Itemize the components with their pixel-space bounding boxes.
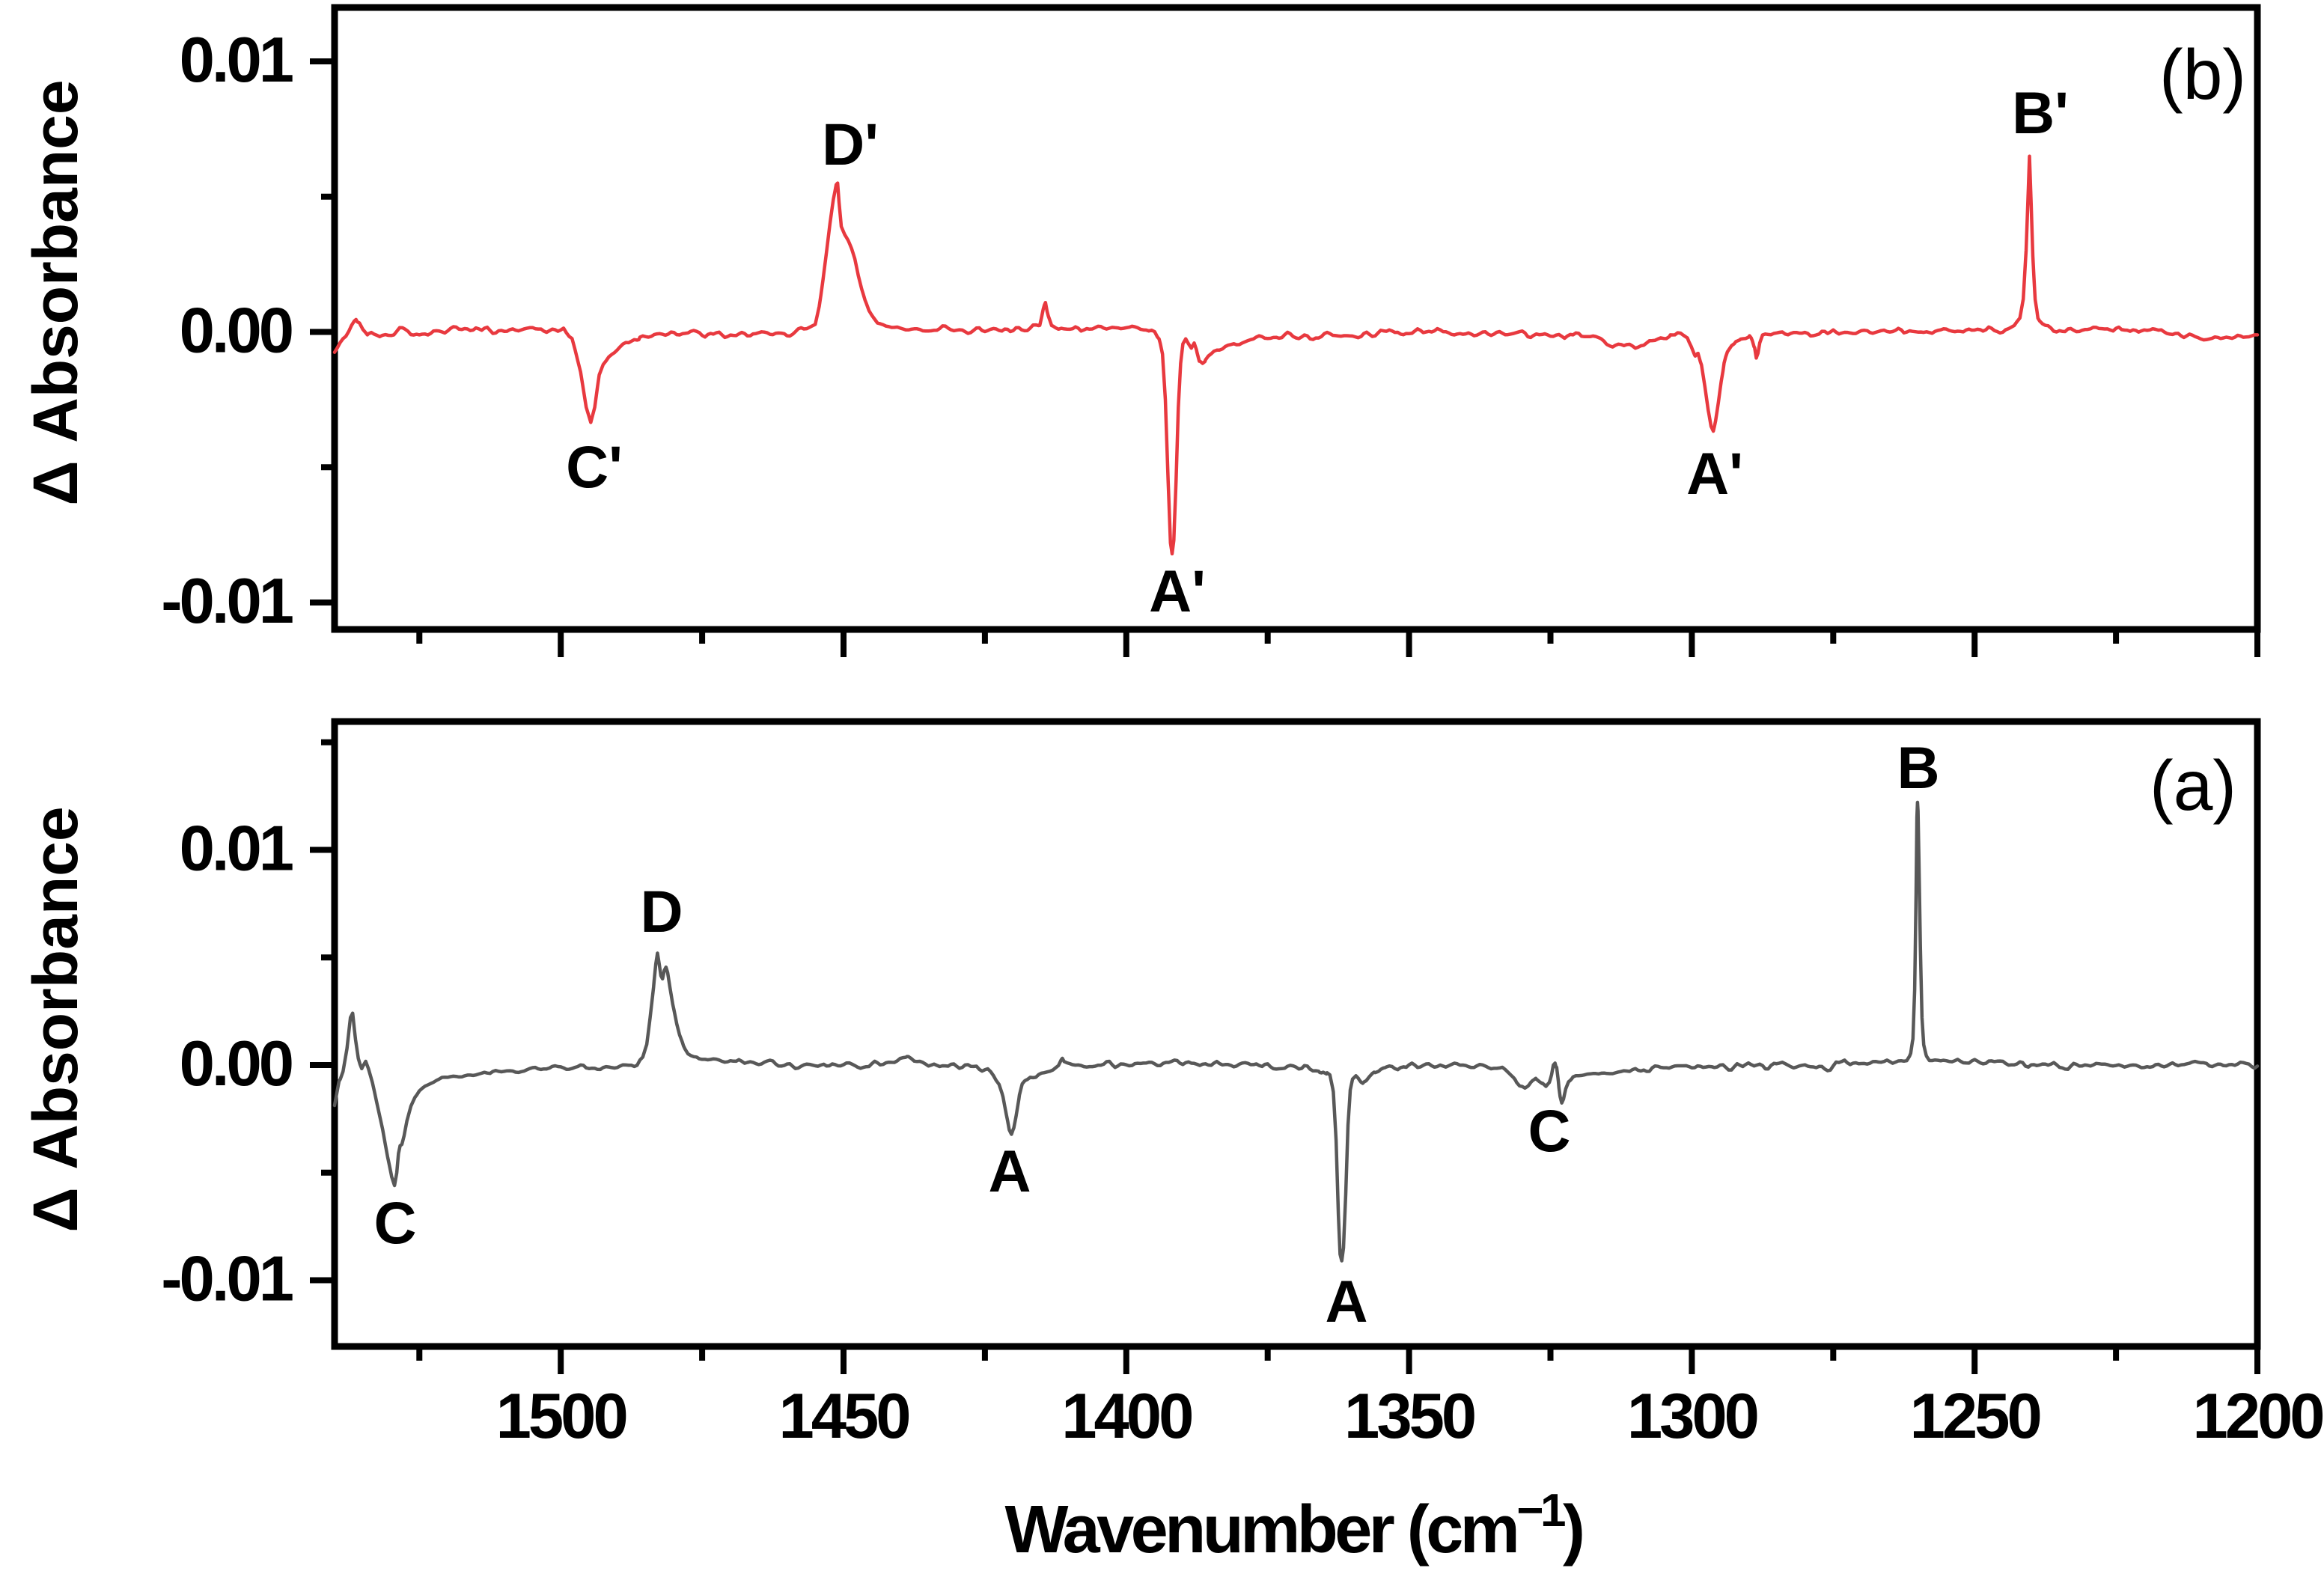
svg-text:1250: 1250 [1910, 1381, 2040, 1452]
svg-text:C: C [1528, 1097, 1570, 1164]
svg-text:0.01: 0.01 [180, 25, 293, 96]
svg-text:1500: 1500 [496, 1381, 626, 1452]
svg-text:C': C' [566, 433, 623, 500]
svg-text:A': A' [1686, 440, 1743, 507]
svg-text:A: A [1325, 1268, 1367, 1334]
svg-text:A': A' [1149, 558, 1206, 624]
svg-text:1400: 1400 [1061, 1381, 1192, 1452]
svg-text:B': B' [2012, 79, 2069, 146]
svg-text:Δ Absorbance: Δ Absorbance [20, 806, 91, 1232]
svg-text:1300: 1300 [1627, 1381, 1757, 1452]
svg-text:D: D [640, 878, 683, 945]
svg-text:0.00: 0.00 [180, 1028, 292, 1099]
svg-text:-0.01: -0.01 [161, 1244, 292, 1315]
svg-text:1200: 1200 [2192, 1381, 2323, 1452]
svg-text:1450: 1450 [778, 1381, 909, 1452]
svg-text:(b): (b) [2159, 35, 2246, 115]
svg-text:0.01: 0.01 [180, 814, 293, 885]
svg-text:B: B [1897, 734, 1939, 801]
svg-text:Δ Absorbance: Δ Absorbance [20, 79, 91, 505]
svg-text:Wavenumber (cm−1): Wavenumber (cm−1) [1004, 1485, 1582, 1567]
svg-text:1350: 1350 [1344, 1381, 1474, 1452]
svg-text:0.00: 0.00 [180, 296, 292, 367]
svg-text:A: A [988, 1138, 1031, 1204]
svg-text:-0.01: -0.01 [161, 566, 292, 637]
svg-text:D': D' [822, 111, 879, 177]
svg-text:C: C [373, 1189, 416, 1256]
svg-text:(a): (a) [2150, 746, 2236, 826]
